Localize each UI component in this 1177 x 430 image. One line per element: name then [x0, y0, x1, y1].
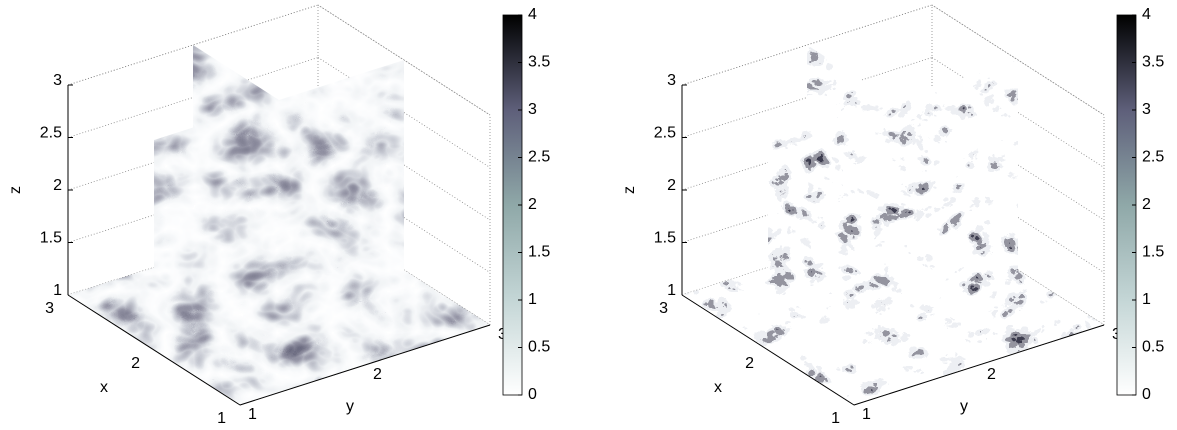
x-tick-label: 3 [45, 300, 54, 317]
x-tick-label: 2 [131, 355, 140, 372]
y-tick-label: 2 [373, 366, 382, 383]
x-axis [681, 294, 855, 406]
y-tick-label: 1 [248, 406, 257, 423]
y-axis-label: y [346, 398, 354, 415]
z-axis-label: z [621, 186, 638, 194]
colorbar-tick-label: 2.5 [528, 149, 550, 166]
colorbar-tick-label: 2 [1142, 196, 1151, 213]
colorbar-tick-label: 3.5 [528, 54, 550, 71]
z-tick-label: 1 [53, 282, 62, 299]
colorbar-tick-label: 4 [1142, 6, 1151, 23]
colorbar-tick-label: 0 [528, 386, 537, 403]
z-tick-label: 2 [53, 177, 62, 194]
y-tick-label: 2 [987, 366, 996, 383]
colorbar-tick-label: 0.5 [1142, 339, 1164, 356]
y-tick-label: 3 [1112, 326, 1121, 343]
colorbar-tick-label: 3 [528, 101, 537, 118]
x-tick-label: 1 [217, 410, 226, 425]
x-tick-label: 3 [659, 300, 668, 317]
y-axis-label: y [960, 398, 968, 415]
colorbar-tick-label: 1 [1142, 291, 1151, 308]
y-tick-label: 3 [498, 326, 507, 343]
colorbar-tick-label: 1.5 [528, 244, 550, 261]
colorbar-tick-label: 3.5 [1142, 54, 1164, 71]
x-tick-label: 1 [831, 410, 840, 425]
z-tick-label: 1.5 [654, 230, 676, 247]
colorbar-tick-label: 0.5 [528, 339, 550, 356]
z-tick-label: 2 [667, 177, 676, 194]
colorbar-tick-label: 2.5 [1142, 149, 1164, 166]
z-tick-label: 3 [667, 72, 676, 89]
z-tick-label: 2.5 [40, 125, 62, 142]
x-axis [67, 294, 241, 406]
z-tick-label: 3 [53, 72, 62, 89]
colorbar-tick-label: 2 [528, 196, 537, 213]
x-tick-label: 2 [745, 355, 754, 372]
x-axis-label: x [714, 379, 722, 396]
z-axis-label: z [7, 186, 24, 194]
x-axis-label: x [100, 379, 108, 396]
colorbar-tick-label: 3 [1142, 101, 1151, 118]
z-tick-label: 2.5 [654, 125, 676, 142]
y-tick-label: 1 [862, 406, 871, 423]
colorbar-tick-label: 4 [528, 6, 537, 23]
colorbar-tick-label: 1.5 [1142, 244, 1164, 261]
z-tick-label: 1 [667, 282, 676, 299]
y-axis [239, 324, 491, 406]
y-axis [853, 324, 1105, 406]
colorbar-tick-label: 1 [528, 291, 537, 308]
colorbar-tick-label: 0 [1142, 386, 1151, 403]
z-tick-label: 1.5 [40, 230, 62, 247]
